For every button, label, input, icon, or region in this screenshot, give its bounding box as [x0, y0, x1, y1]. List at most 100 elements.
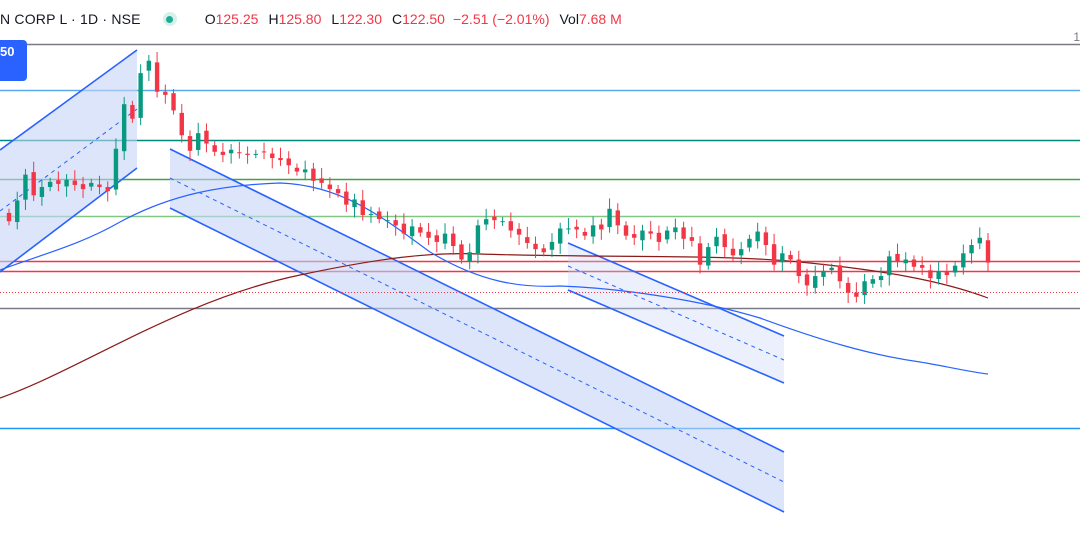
candle[interactable] [977, 227, 982, 250]
candle[interactable] [878, 267, 884, 288]
candle[interactable] [632, 225, 637, 246]
candle[interactable] [623, 221, 629, 240]
candle[interactable] [788, 250, 793, 264]
candle[interactable] [796, 250, 801, 284]
candle[interactable] [335, 184, 341, 198]
candle[interactable] [582, 227, 588, 240]
candle[interactable] [549, 233, 555, 258]
candle[interactable] [15, 191, 20, 230]
candle[interactable] [936, 261, 941, 285]
candle[interactable] [138, 64, 143, 126]
candle[interactable] [105, 181, 110, 202]
price-scale-tag[interactable]: 50 [0, 40, 27, 81]
candle[interactable] [319, 167, 324, 189]
candle[interactable] [887, 250, 892, 286]
candle[interactable] [459, 240, 464, 264]
candle[interactable] [72, 170, 78, 191]
candle[interactable] [237, 141, 242, 159]
candle[interactable] [566, 218, 571, 235]
channel-fill-3[interactable] [568, 243, 784, 383]
candle[interactable] [204, 123, 209, 153]
candle[interactable] [714, 227, 719, 254]
candle[interactable] [360, 189, 365, 221]
candle[interactable] [837, 256, 843, 289]
candle[interactable] [656, 225, 662, 251]
candle[interactable] [574, 219, 579, 239]
candle[interactable] [39, 179, 45, 206]
candle[interactable] [706, 242, 711, 270]
candle[interactable] [895, 243, 900, 268]
candle[interactable] [442, 223, 448, 250]
candle[interactable] [541, 244, 546, 257]
ma-fast-line[interactable] [0, 182, 989, 375]
candle[interactable] [615, 203, 620, 235]
candle[interactable] [451, 226, 456, 255]
candle[interactable] [697, 236, 703, 274]
candle[interactable] [302, 160, 308, 180]
candle[interactable] [163, 84, 168, 104]
candle[interactable] [763, 226, 769, 256]
channel-line[interactable] [567, 289, 785, 384]
candle[interactable] [928, 264, 933, 289]
candle[interactable] [673, 218, 678, 240]
candle[interactable] [689, 226, 695, 247]
candle[interactable] [6, 208, 12, 226]
candle[interactable] [426, 222, 431, 246]
channel-line[interactable] [0, 49, 138, 151]
candle[interactable] [253, 149, 259, 159]
candle[interactable] [80, 176, 86, 198]
candle[interactable] [47, 177, 53, 192]
candle[interactable] [492, 209, 497, 229]
candle[interactable] [590, 216, 596, 244]
candle[interactable] [261, 142, 267, 160]
candle[interactable] [813, 265, 818, 294]
candle[interactable] [179, 104, 184, 143]
candle[interactable] [154, 52, 160, 98]
candle[interactable] [64, 174, 69, 197]
candle[interactable] [952, 261, 958, 277]
candle[interactable] [985, 233, 991, 272]
candle[interactable] [516, 223, 522, 246]
candle[interactable] [870, 275, 876, 288]
candle[interactable] [558, 222, 563, 254]
candle[interactable] [780, 246, 785, 272]
candle[interactable] [89, 178, 94, 191]
candle[interactable] [31, 161, 36, 202]
candle[interactable] [533, 236, 538, 258]
candle[interactable] [771, 233, 777, 271]
candle[interactable] [294, 163, 300, 176]
candle[interactable] [821, 263, 826, 286]
candle[interactable] [434, 229, 439, 253]
channel-line[interactable] [567, 242, 785, 337]
candle[interactable] [368, 206, 374, 223]
candle[interactable] [508, 212, 514, 238]
candle[interactable] [730, 238, 736, 262]
candle[interactable] [56, 171, 61, 192]
candle[interactable] [146, 55, 152, 82]
candle[interactable] [196, 122, 201, 156]
channel-fill-2[interactable] [170, 149, 784, 512]
candle[interactable] [97, 175, 102, 195]
candle[interactable] [23, 168, 28, 211]
candle[interactable] [409, 219, 415, 245]
candle[interactable] [228, 144, 234, 164]
candle[interactable] [418, 223, 423, 237]
candle[interactable] [969, 239, 974, 264]
candle[interactable] [352, 193, 357, 218]
candle[interactable] [401, 213, 407, 240]
candle[interactable] [738, 241, 744, 265]
candle[interactable] [829, 263, 834, 275]
candle[interactable] [845, 277, 851, 303]
candle[interactable] [475, 219, 481, 264]
candle[interactable] [944, 263, 950, 284]
candle[interactable] [607, 198, 612, 233]
candle[interactable] [113, 138, 119, 196]
candle[interactable] [722, 228, 727, 258]
candle[interactable] [377, 207, 382, 224]
candle[interactable] [121, 96, 127, 161]
candle[interactable] [648, 220, 653, 240]
channel-line[interactable] [169, 207, 785, 513]
candle[interactable] [278, 147, 283, 166]
channel-line[interactable] [169, 148, 785, 453]
